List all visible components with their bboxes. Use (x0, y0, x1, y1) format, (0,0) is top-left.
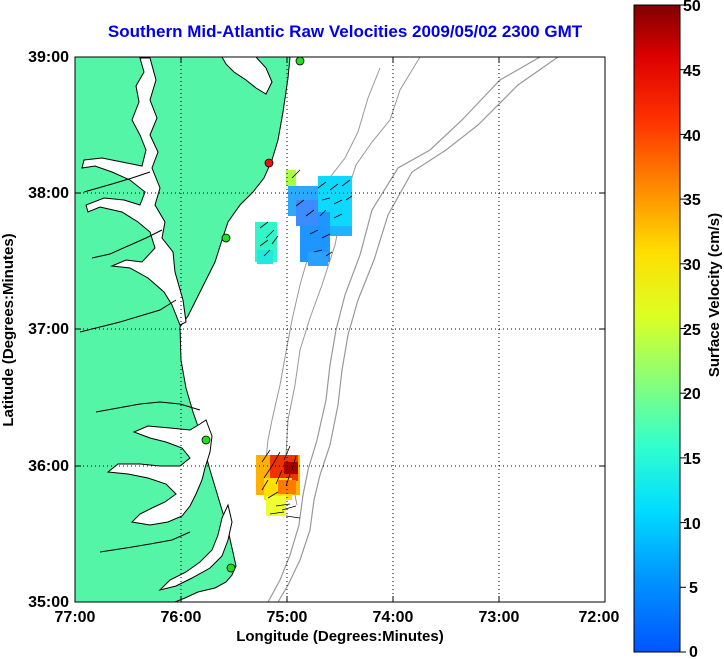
bathymetry-contour-mid (285, 57, 421, 506)
river-chowan (95, 401, 201, 413)
x-tick-label: 75:00 (267, 609, 308, 626)
x-tick-label: 72:00 (579, 609, 620, 626)
station-marker-chesapeake (221, 233, 231, 243)
river-rappahannock (91, 229, 163, 259)
bathymetry-contour-slope (277, 57, 559, 602)
bathymetry-contour-inner (265, 67, 381, 461)
river-james (79, 299, 177, 333)
colorbar-tick-label: 0 (689, 644, 698, 659)
river-potomac (83, 171, 151, 193)
y-tick-label: 36:00 (28, 458, 69, 475)
x-tick-label: 77:00 (55, 609, 96, 626)
river-neuse (99, 531, 191, 553)
station-marker-outer-banks (201, 435, 211, 445)
x-axis-label: Longitude (Degrees:Minutes) (236, 628, 444, 645)
colorbar-tick-label: 20 (683, 386, 701, 403)
colorbar-tick-label: 35 (683, 192, 701, 209)
delaware-bay (221, 57, 273, 95)
colorbar-tick-label: 40 (683, 128, 701, 145)
colorbar-tick-label: 25 (683, 322, 701, 339)
station-marker-hatteras (226, 563, 236, 573)
grid-lines (75, 57, 605, 602)
colorbar-tick-marks (680, 4, 686, 653)
colorbar-tick-label: 30 (683, 257, 701, 274)
colorbar-tick-label: 45 (683, 63, 701, 80)
station-marker-north (295, 57, 305, 66)
map-title: Southern Mid-Atlantic Raw Velocities 200… (107, 22, 583, 41)
colorbar-tick-label: 10 (683, 516, 701, 533)
y-tick-label: 38:00 (28, 185, 69, 202)
y-tick-label: 35:00 (28, 594, 69, 611)
chesapeake-bay (81, 57, 187, 326)
x-tick-label: 76:00 (161, 609, 202, 626)
pamlico-sound (106, 419, 213, 526)
y-tick-label: 39:00 (28, 49, 69, 66)
colorbar-tick-label: 15 (683, 451, 701, 468)
x-tick-marks (74, 57, 606, 602)
x-tick-label: 73:00 (479, 609, 520, 626)
core-sound (158, 503, 233, 591)
colorbar-tick-label: 5 (689, 580, 698, 597)
y-tick-marks (75, 192, 605, 467)
station-marker-inactive (264, 158, 274, 168)
bathymetry-contour-shelf (267, 57, 541, 602)
colorbar-label: Surface Velocity (cm/s) (706, 213, 723, 377)
x-tick-label: 74:00 (373, 609, 414, 626)
colorbar (633, 4, 681, 653)
colorbar-tick-label: 50 (683, 0, 701, 15)
y-tick-label: 37:00 (28, 321, 69, 338)
y-axis-label: Latitude (Degrees:Minutes) (0, 233, 17, 426)
